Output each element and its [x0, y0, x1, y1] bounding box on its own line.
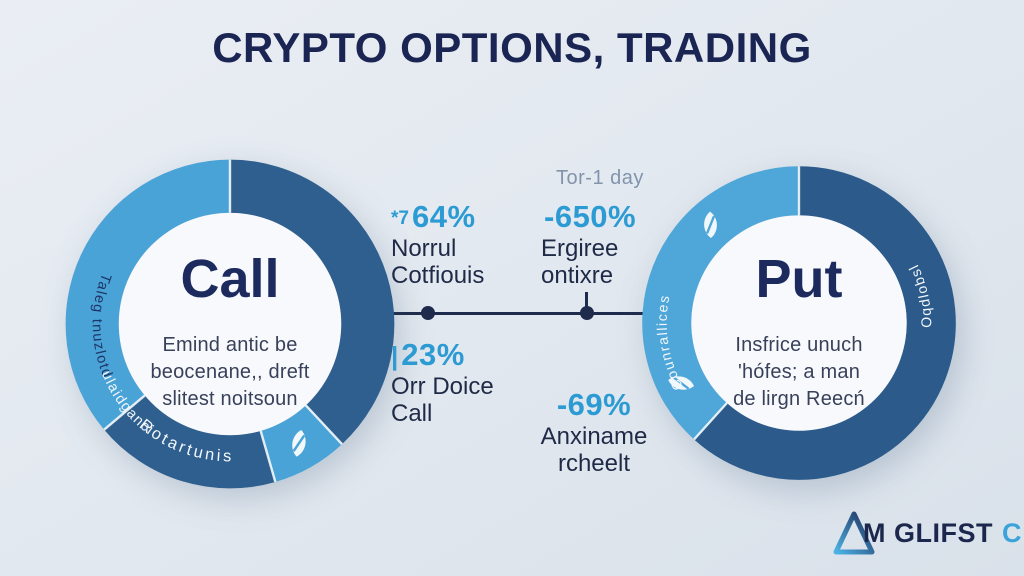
stat-prefix: *7 — [391, 208, 409, 229]
call-description: Emind antic be beocenane,, dreft slitest… — [112, 332, 348, 413]
put-donut-chart: Counrallices Oqdlobsl — [642, 166, 956, 480]
timeframe-note: Tor-1 day — [556, 167, 644, 189]
segment-dividers — [103, 159, 343, 483]
stat-label: Ergiree — [541, 235, 619, 262]
connector-dot-left — [421, 306, 435, 320]
stat-label: Cotfiouis — [391, 262, 485, 289]
logo-text: M GLIFST — [863, 517, 993, 548]
stat-item-4: -69% Anxiname rcheelt — [524, 387, 664, 477]
call-description-line: Emind antic be — [162, 334, 298, 356]
stat-value: *764% — [391, 199, 476, 234]
connector-line — [376, 312, 646, 315]
stat-label: Norrul — [391, 235, 457, 262]
leaf-icon — [704, 211, 717, 238]
call-description-line: slitest noitsoun — [162, 388, 298, 410]
call-segment-dark-right — [229, 159, 395, 445]
stat-item-3: |23% Orr Doice Call — [391, 337, 494, 427]
stat-label: Anxiname — [540, 423, 648, 450]
connector-dot-right — [580, 306, 594, 320]
put-description-line: de lirgn Reecń — [733, 388, 865, 410]
put-description-line: 'hófes; a man — [737, 361, 861, 383]
stat-value: -650% — [544, 199, 637, 234]
put-description-line: Insfrice unuch — [735, 334, 863, 356]
stat-label: ontixre — [541, 262, 614, 289]
put-description: Insfrice unuch 'hófes; a man de lirgn Re… — [681, 332, 917, 413]
call-inner-disc — [118, 212, 342, 436]
stat-item-1: *764% Norrul Cotfiouis — [391, 199, 484, 289]
segment-dividers — [693, 166, 801, 441]
stat-label: rcheelt — [557, 450, 631, 477]
connector-stub — [585, 292, 588, 314]
call-segment-dark-bottom — [104, 394, 276, 489]
stat-prefix: | — [391, 341, 399, 371]
stat-label: Call — [391, 400, 433, 427]
call-segment-light-left — [65, 159, 231, 430]
leaf-icon — [668, 376, 695, 390]
stat-value: |23% — [391, 337, 465, 372]
triangle-logo-icon — [833, 511, 875, 555]
page-title: CRYPTO OPTIONS, TRADING — [212, 24, 812, 71]
logo-suffix: C — [1001, 517, 1022, 548]
stat-value: -69% — [556, 387, 632, 422]
call-label: Call — [180, 249, 280, 309]
stat-item-2: -650% Ergiree ontixre — [541, 199, 636, 289]
brand-logo: M GLIFST C — [833, 510, 1021, 556]
put-segment-dark — [694, 166, 956, 480]
call-donut-chart: Taleg tnuzlotd ulaidganci Rotartunis — [65, 159, 395, 489]
put-label: Put — [755, 249, 843, 309]
call-description-line: beocenane,, dreft — [150, 361, 310, 383]
stat-label: Orr Doice — [391, 373, 494, 400]
put-inner-disc — [691, 215, 907, 431]
leaf-icon — [292, 429, 306, 457]
